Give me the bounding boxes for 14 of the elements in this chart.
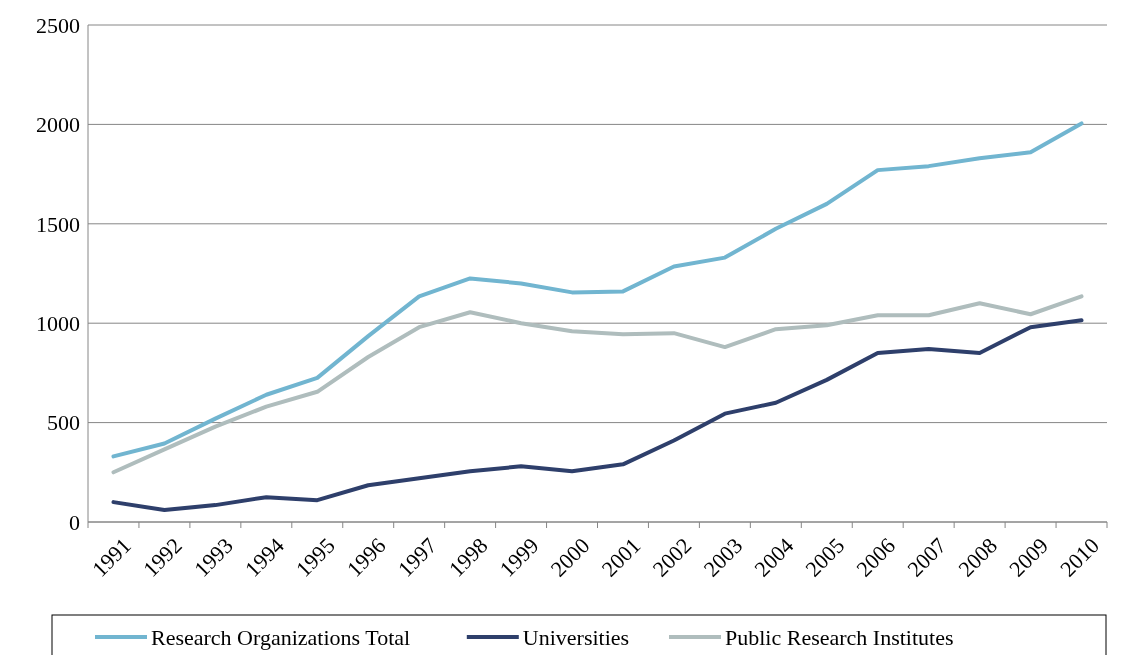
y-tick-label: 2500 xyxy=(36,12,80,38)
legend-label: Research Organizations Total xyxy=(151,624,411,650)
y-tick-label: 1000 xyxy=(36,310,80,336)
legend-label: Universities xyxy=(522,624,630,650)
line-series xyxy=(111,294,1084,475)
x-tick-label: 1991 xyxy=(87,532,136,582)
legend-label: Public Research Institutes xyxy=(725,624,954,650)
x-tick-label: 2001 xyxy=(596,532,646,582)
line-series xyxy=(111,318,1084,513)
y-tick-label: 0 xyxy=(69,509,80,535)
line-series xyxy=(111,121,1084,459)
y-tick-label: 1500 xyxy=(36,211,80,237)
y-tick-label: 2000 xyxy=(36,112,80,138)
y-tick-label: 500 xyxy=(47,410,80,436)
